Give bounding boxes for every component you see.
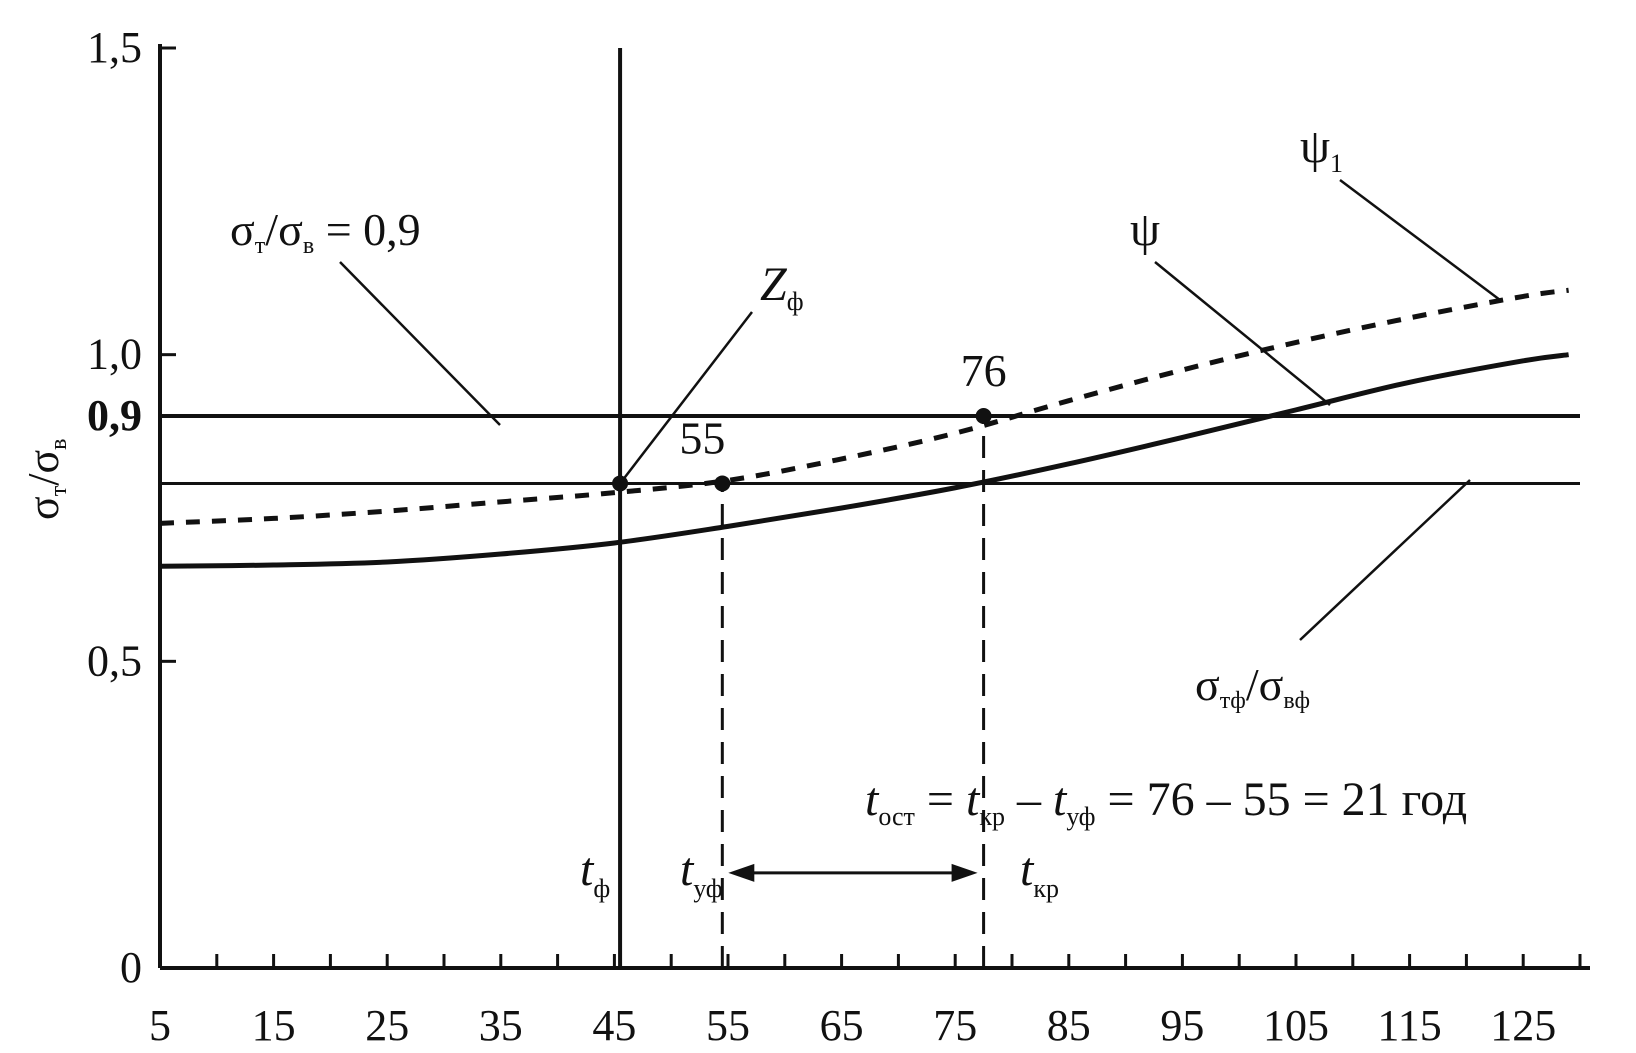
psi1-label: ψ1 (1300, 120, 1343, 178)
interval-arrow-right-head (951, 863, 978, 882)
hline-label-leader (339, 261, 501, 426)
point-label: 55 (679, 412, 725, 463)
hline2-label-leader (1299, 479, 1471, 641)
formula-label: tост = tкр – tуф = 76 – 55 = 21 год (865, 773, 1467, 831)
x-tick-label: 105 (1263, 1001, 1329, 1050)
point-1 (714, 475, 731, 492)
y-tick-label: 1,0 (87, 330, 142, 379)
y-axis-label: σт/σв (19, 438, 72, 520)
y-tick-label: 1,5 (87, 23, 142, 72)
y-tick-label: 0 (120, 943, 142, 992)
point-label: 76 (961, 345, 1007, 396)
x-tick-label: 55 (706, 1001, 750, 1050)
x-tick-label: 45 (592, 1001, 636, 1050)
vline-label-0: tф (580, 843, 610, 903)
z-label-leader (619, 311, 753, 485)
x-tick-label: 15 (252, 1001, 296, 1050)
y-tick-label: 0,5 (87, 636, 142, 685)
y-extra-label: 0,9 (87, 391, 142, 440)
psi1-label-leader (1339, 179, 1501, 301)
psi-label: ψ (1130, 203, 1160, 256)
hline2-label: σтф/σвф (1195, 659, 1310, 714)
hline-label: σт/σв = 0,9 (230, 204, 421, 259)
x-tick-label: 95 (1160, 1001, 1204, 1050)
interval-arrow-left-head (728, 863, 755, 882)
x-tick-label: 5 (149, 1001, 171, 1050)
psi-label-leader (1154, 261, 1331, 406)
x-tick-label: 85 (1047, 1001, 1091, 1050)
z-label: Zф (760, 258, 804, 316)
vline-label-1: tуф (680, 843, 723, 903)
point-2 (975, 408, 992, 424)
series-psi1-line (159, 287, 1569, 526)
x-tick-label: 35 (479, 1001, 523, 1050)
x-tick-label: 125 (1490, 1001, 1556, 1050)
series-psi-line (159, 352, 1569, 569)
x-tick-label: 115 (1377, 1001, 1441, 1050)
x-tick-label: 25 (365, 1001, 409, 1050)
x-tick-label: 65 (820, 1001, 864, 1050)
vline-label-2: tкр (1020, 843, 1059, 903)
x-tick-label: 75 (933, 1001, 977, 1050)
